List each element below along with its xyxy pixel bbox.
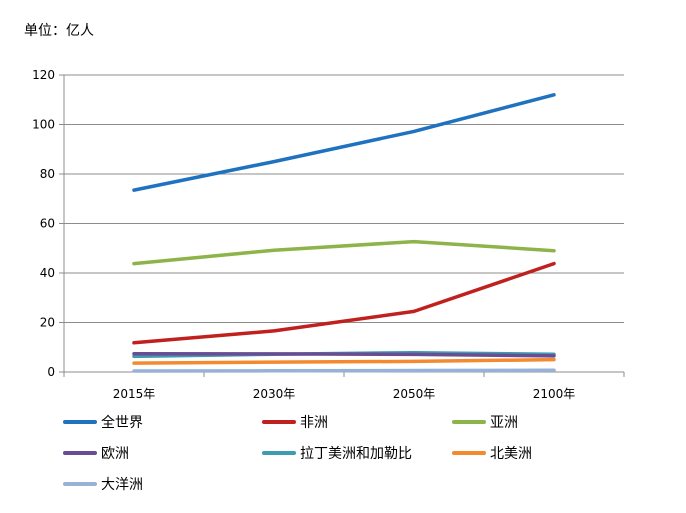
legend-swatch <box>63 420 97 424</box>
legend-label: 拉丁美洲和加勒比 <box>300 446 412 462</box>
x-tick-label: 2100年 <box>533 387 576 401</box>
y-tick-label: 100 <box>32 118 55 132</box>
tick-labels: 0 20 40 60 80 100 120 2015年 2030年 2050年 2100年 <box>32 68 575 401</box>
legend-item: 欧洲 <box>63 443 129 463</box>
y-tick-label: 0 <box>47 365 55 379</box>
y-tick-label: 80 <box>40 167 55 181</box>
legend-label: 大洋洲 <box>101 477 143 493</box>
legend-label: 非洲 <box>300 415 328 431</box>
series-line-0 <box>132 93 556 192</box>
unit-label: 单位：亿人 <box>24 23 94 39</box>
series-line-1 <box>132 261 556 345</box>
legend-swatch <box>262 451 296 455</box>
y-tick-label: 40 <box>40 266 55 280</box>
legend-item: 大洋洲 <box>63 474 143 494</box>
legend-item: 北美洲 <box>452 443 532 463</box>
legend-swatch <box>262 420 296 424</box>
legend-swatch <box>452 420 486 424</box>
legend-item: 全世界 <box>63 412 143 432</box>
series-line-6 <box>132 368 556 373</box>
series-line-5 <box>132 357 556 365</box>
legend-swatch <box>63 482 97 486</box>
legend-item: 拉丁美洲和加勒比 <box>262 443 412 463</box>
axes <box>59 74 625 377</box>
legend-label: 亚洲 <box>490 415 518 431</box>
x-tick-label: 2030年 <box>253 387 296 401</box>
legend-label: 全世界 <box>101 415 143 431</box>
y-tick-label: 20 <box>40 316 55 330</box>
legend-item: 非洲 <box>262 412 328 432</box>
legend-item: 亚洲 <box>452 412 518 432</box>
y-tick-label: 120 <box>32 68 55 82</box>
x-tick-label: 2050年 <box>393 387 436 401</box>
legend-swatch <box>452 451 486 455</box>
gridlines <box>64 74 624 323</box>
legend-label: 欧洲 <box>101 446 129 462</box>
legend-swatch <box>63 451 97 455</box>
series-line-3 <box>132 351 556 358</box>
series-lines <box>132 93 556 373</box>
series-line-2 <box>132 239 556 266</box>
legend-label: 北美洲 <box>490 446 532 462</box>
x-tick-label: 2015年 <box>113 387 156 401</box>
y-tick-label: 60 <box>40 217 55 231</box>
